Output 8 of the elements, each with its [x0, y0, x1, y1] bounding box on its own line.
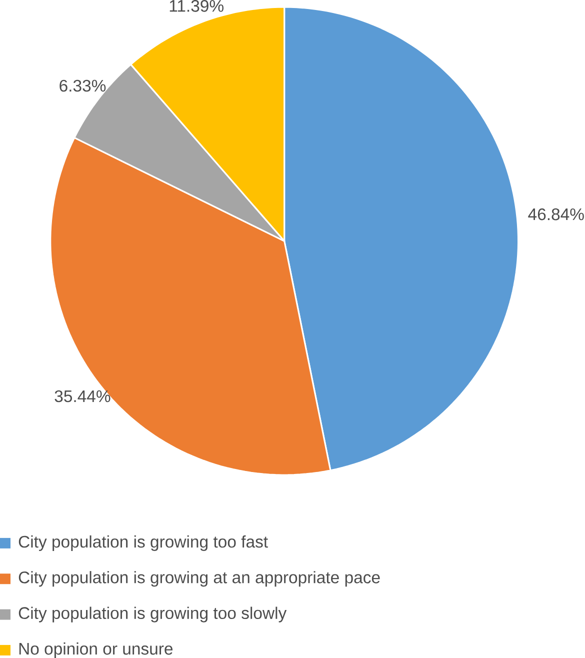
legend-label: City population is growing at an appropriate pace [19, 571, 380, 587]
legend-label: City population is growing too slowly [19, 606, 287, 622]
data-label: 35.44% [55, 390, 110, 402]
data-label: 6.33% [60, 80, 106, 92]
legend-label: No opinion or unsure [20, 642, 173, 658]
data-label: 11.39% [170, 0, 224, 12]
legend-label: City population is growing too fast [19, 535, 268, 551]
data-label: 46.84% [528, 208, 584, 220]
